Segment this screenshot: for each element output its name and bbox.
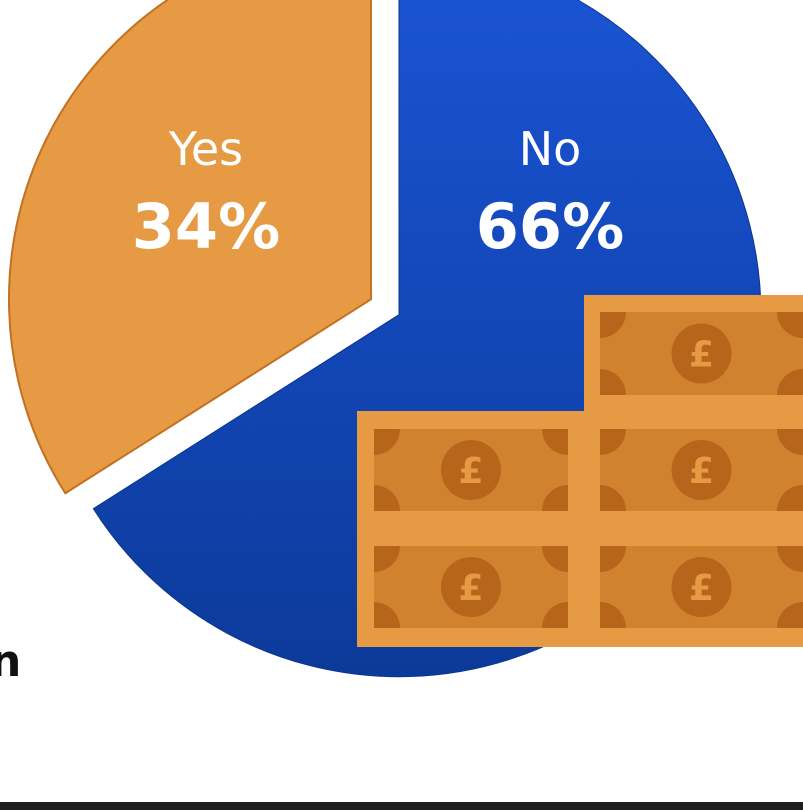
pound-icon	[441, 557, 501, 617]
slice-value-no: 66%	[476, 190, 624, 263]
pie-labels: Yes 34% No 66%	[132, 122, 624, 263]
pound-icon	[671, 323, 732, 384]
pound-symbol: £	[458, 568, 483, 609]
pound-icon	[441, 440, 501, 500]
slice-value-yes: 34%	[132, 190, 280, 263]
slice-label-yes: Yes	[168, 122, 243, 176]
edge-text-fragment: n	[0, 636, 22, 687]
pound-symbol: £	[458, 451, 483, 492]
bottom-divider	[0, 802, 803, 810]
slice-label-no: No	[519, 122, 582, 176]
pound-icon	[671, 440, 732, 500]
pound-banknotes-stack-icon: £ £ £ £ £	[357, 295, 803, 647]
banknote: £	[574, 520, 803, 628]
pound-symbol: £	[689, 451, 714, 492]
pound-symbol: £	[689, 335, 714, 376]
pound-symbol: £	[689, 568, 714, 609]
pound-icon	[671, 557, 732, 617]
pie-slice-yes	[7, 0, 372, 495]
